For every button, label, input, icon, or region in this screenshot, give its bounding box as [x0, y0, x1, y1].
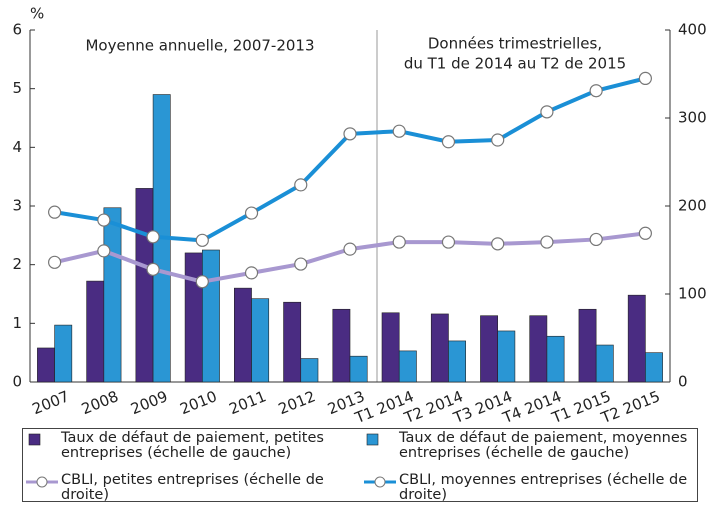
x-tick-label: 2009	[128, 387, 170, 418]
bar	[595, 344, 614, 383]
legend-key	[364, 476, 396, 488]
legend-label: CBLI, moyennes entreprises (échelle de d…	[399, 472, 688, 503]
marker	[294, 178, 308, 192]
marker	[343, 127, 357, 141]
bar	[430, 313, 449, 383]
marker	[195, 233, 209, 247]
bar	[54, 324, 73, 383]
y-tick-label: 4	[12, 138, 22, 156]
y-tick-label: 0	[12, 373, 22, 391]
marker	[589, 232, 603, 247]
bar	[103, 207, 122, 383]
bar	[332, 308, 351, 383]
bar	[300, 358, 319, 383]
bar	[529, 315, 548, 383]
y-axis-label: %	[30, 5, 44, 23]
chart: % Moyenne annuelle, 2007-2013 Données tr…	[12, 5, 707, 428]
x-tick-label: 2010	[177, 387, 219, 418]
y-tick-label: 5	[12, 79, 22, 97]
marker	[392, 235, 406, 249]
bar	[645, 352, 663, 383]
bar	[398, 350, 417, 383]
legend: Taux de défaut de paiement, petites entr…	[22, 428, 698, 503]
legend-swatch	[28, 433, 41, 446]
legend-key	[26, 476, 58, 488]
y2-tick-label: 100	[678, 285, 707, 303]
y-tick-label: 1	[12, 314, 22, 332]
bar	[184, 252, 203, 383]
bar	[448, 340, 466, 383]
marker	[589, 84, 603, 98]
marker	[491, 237, 505, 251]
marker	[441, 135, 456, 149]
marker	[244, 266, 259, 280]
marker	[244, 206, 259, 220]
y-tick-label: 6	[12, 21, 22, 39]
legend-swatch	[366, 433, 379, 446]
marker	[146, 262, 160, 276]
marker	[48, 205, 62, 219]
annotation: Données trimestrielles,	[428, 35, 602, 53]
marker	[48, 255, 62, 269]
marker	[441, 235, 456, 249]
bar	[234, 287, 252, 383]
legend-label: CBLI, petites entreprises (échelle de dr…	[61, 472, 324, 503]
marker	[146, 230, 160, 244]
x-tick-label: 2011	[227, 387, 269, 418]
bar	[627, 294, 646, 383]
legend-label: Taux de défaut de paiement, petites entr…	[61, 430, 324, 461]
bar	[135, 188, 154, 383]
legend-key	[28, 433, 41, 446]
legend-label: Taux de défaut de paiement, moyennes ent…	[399, 430, 688, 461]
marker	[491, 133, 505, 147]
legend-marker	[36, 476, 48, 488]
marker	[638, 226, 652, 240]
legend-item: CBLI, moyennes entreprises (échelle de d…	[361, 473, 691, 503]
bar	[349, 355, 368, 383]
annotation: du T1 de 2014 au T2 de 2015	[404, 55, 626, 73]
y2-tick-label: 400	[678, 21, 707, 39]
bar	[251, 298, 270, 383]
marker	[294, 257, 308, 271]
bar	[202, 249, 220, 383]
bar	[86, 280, 105, 383]
x-tick-label: 2007	[30, 387, 72, 418]
marker	[540, 235, 554, 249]
legend-item: CBLI, petites entreprises (échelle de dr…	[23, 473, 353, 503]
bar	[480, 315, 498, 383]
bar	[37, 347, 55, 383]
marker	[540, 105, 554, 119]
marker	[97, 244, 111, 258]
bar	[283, 301, 302, 383]
legend-key	[366, 433, 379, 446]
bar	[578, 308, 597, 383]
y2-tick-label: 200	[678, 197, 707, 215]
marker	[97, 213, 111, 227]
annotation: Moyenne annuelle, 2007-2013	[85, 37, 314, 55]
y-tick-label: 2	[12, 255, 22, 273]
y2-tick-label: 300	[678, 109, 707, 127]
legend-marker	[374, 476, 386, 488]
legend-item: Taux de défaut de paiement, moyennes ent…	[361, 431, 691, 461]
bar	[546, 335, 565, 383]
marker	[638, 71, 652, 86]
marker	[195, 275, 209, 289]
y-tick-label: 3	[12, 197, 22, 215]
marker	[343, 242, 357, 256]
x-tick-label: 2012	[276, 387, 318, 418]
bar	[497, 330, 516, 383]
marker	[392, 124, 406, 138]
bar	[381, 312, 400, 383]
x-tick-label: 2008	[79, 387, 121, 418]
legend-item: Taux de défaut de paiement, petites entr…	[23, 431, 353, 461]
y2-tick-label: 0	[678, 373, 688, 391]
